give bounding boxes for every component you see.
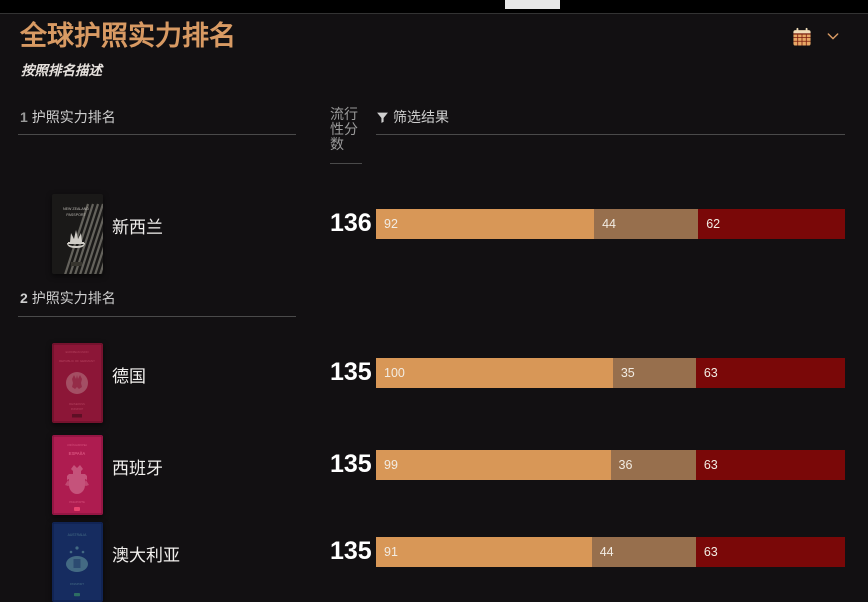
svg-text:NEW ZEALAND: NEW ZEALAND <box>63 207 89 211</box>
svg-text:PASSPORT: PASSPORT <box>66 213 86 217</box>
svg-text:PASAPORTE: PASAPORTE <box>69 500 85 504</box>
svg-text:PASSPORT: PASSPORT <box>71 408 84 411</box>
svg-text:EUROPEAN UNION: EUROPEAN UNION <box>66 351 89 354</box>
svg-text:REPUBLIC OF GERMANY: REPUBLIC OF GERMANY <box>59 359 95 363</box>
svg-text:ESPAñA: ESPAñA <box>69 451 86 456</box>
svg-text:UNIÓN EUROPEA: UNIÓN EUROPEA <box>67 444 87 447</box>
svg-text:AUSTRALIA: AUSTRALIA <box>68 533 88 537</box>
svg-text:REISEPASS: REISEPASS <box>69 402 85 406</box>
svg-text:PASSPORT: PASSPORT <box>70 582 84 586</box>
